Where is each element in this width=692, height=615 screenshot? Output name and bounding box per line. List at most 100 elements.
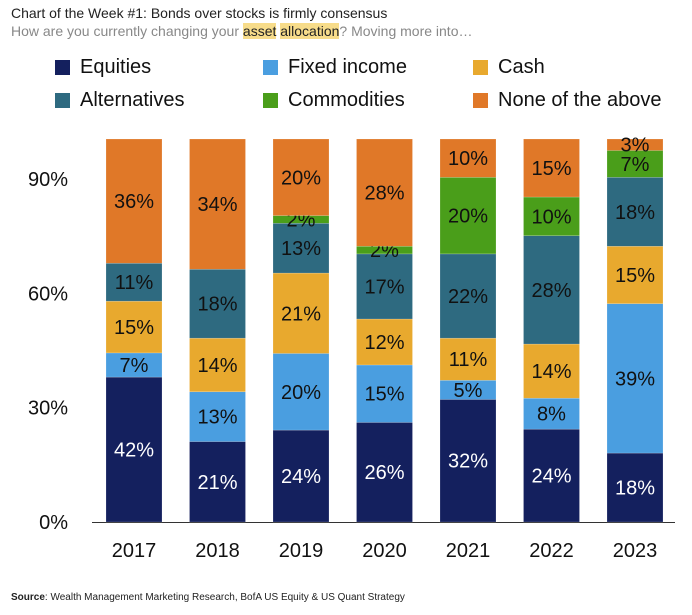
data-label: 32% [448,451,488,473]
legend-item-cash: Cash [473,56,545,79]
data-label: 7% [621,154,650,176]
data-label: 11% [449,349,488,371]
x-tick-label: 2021 [446,540,491,562]
data-label: 22% [448,286,488,308]
data-label: 15% [531,158,571,180]
data-label: 20% [281,382,321,404]
bar-segment-fixed-income [606,303,664,454]
bar-segment-cash [272,272,330,354]
bar-segment-equities [105,376,163,523]
data-label: 8% [537,404,566,426]
data-label: 15% [615,265,655,287]
legend-label: Commodities [288,89,405,111]
data-label: 13% [281,238,321,260]
data-label: 28% [364,183,404,205]
bar-segment-equities [189,441,246,523]
legend-swatch [263,93,278,108]
highlight-asset: asset [242,23,277,39]
y-tick-label: 90% [28,169,68,191]
x-tick-label: 2017 [112,540,157,562]
legend-label: None of the above [498,89,662,111]
data-label: 3% [621,135,650,157]
bar-segment-none-of-the-above [439,138,497,178]
subtitle-text: How are you currently changing your [11,23,243,39]
legend: Equities Fixed income Cash Alternatives Comm… [0,56,692,126]
legend-swatch [55,60,70,75]
data-label: 10% [531,206,571,228]
data-label: 36% [114,191,154,213]
legend-swatch [55,93,70,108]
data-label: 21% [281,303,321,325]
legend-swatch [473,60,488,75]
bar-segment-equities [523,428,580,523]
stacked-bar-chart: 0% 30% 60% 90% 42% 7% 15% 11% 36% 2017 21% 13% 14% 18… [28,135,675,562]
data-label: 20% [448,206,488,228]
y-tick-label: 30% [28,398,68,420]
source-note: Source: Wealth Management Marketing Rese… [11,592,405,603]
bar-segment-commodities [606,150,664,178]
data-label: 18% [615,202,655,224]
source-label: Source [11,592,45,603]
x-tick-label: 2023 [613,540,658,562]
data-label: 11% [115,272,154,294]
bar-segment-equities [356,422,413,523]
bar-segment-alternatives [606,177,664,247]
bar-segment-cash [105,300,163,354]
bar-segment-cash [189,337,246,393]
bar-segment-cash [356,318,413,366]
data-label: 5% [454,380,483,402]
data-label: 14% [197,355,237,377]
legend-label: Fixed income [288,56,407,78]
data-label: 20% [281,167,321,189]
data-label: 18% [615,478,655,500]
legend-item-equities: Equities [55,56,151,79]
data-label: 24% [531,466,571,488]
bar-segment-fixed-income [272,353,330,431]
data-label: 42% [114,440,154,462]
bar-segment-none-of-the-above [189,138,246,270]
bar-segment-cash [606,245,664,304]
data-label: 13% [197,407,237,429]
x-tick-label: 2019 [279,540,324,562]
bar-segment-fixed-income [189,391,246,442]
data-label: 34% [197,194,237,216]
data-label: 18% [197,294,237,316]
y-tick-label: 60% [28,283,68,305]
bar-segment-none-of-the-above [272,138,330,216]
bar-segment-equities [439,399,497,523]
legend-swatch [473,93,488,108]
data-label: 17% [364,276,404,298]
highlight-allocation: allocation [280,23,340,39]
bar-segment-none-of-the-above [356,138,413,247]
bar-segment-alternatives [523,235,580,345]
subtitle-text-end: ? Moving more into… [339,23,473,39]
legend-item-alternatives: Alternatives [55,89,185,112]
x-tick-label: 2022 [529,540,574,562]
legend-item-commodities: Commodities [263,89,405,112]
x-tick-label: 2018 [195,540,240,562]
x-tick-label: 2020 [362,540,407,562]
bar-segment-cash [439,337,497,381]
bar-segment-alternatives [105,262,163,302]
legend-item-fixed-income: Fixed income [263,56,407,79]
legend-label: Cash [498,56,545,78]
bar-segment-commodities [439,177,497,255]
data-label: 14% [531,361,571,383]
legend-label: Alternatives [80,89,185,111]
data-label: 12% [364,332,404,354]
bar-segment-fixed-income [523,397,580,430]
data-label: 7% [120,355,149,377]
data-label: 15% [114,317,154,339]
bar-segment-equities [272,429,330,523]
legend-label: Equities [80,56,152,78]
chart-subtitle: How are you currently changing your asse… [11,23,472,39]
data-label: 26% [364,462,404,484]
bar-segment-alternatives [272,223,330,274]
legend-swatch [263,60,278,75]
legend-item-none-of-the-above: None of the above [473,89,661,112]
data-label: 10% [448,148,488,170]
bar-segment-none-of-the-above [523,138,580,198]
chart-title: Chart of the Week #1: Bonds over stocks … [11,5,388,21]
bar-segment-alternatives [356,253,413,320]
bar-segment-fixed-income [356,364,413,423]
